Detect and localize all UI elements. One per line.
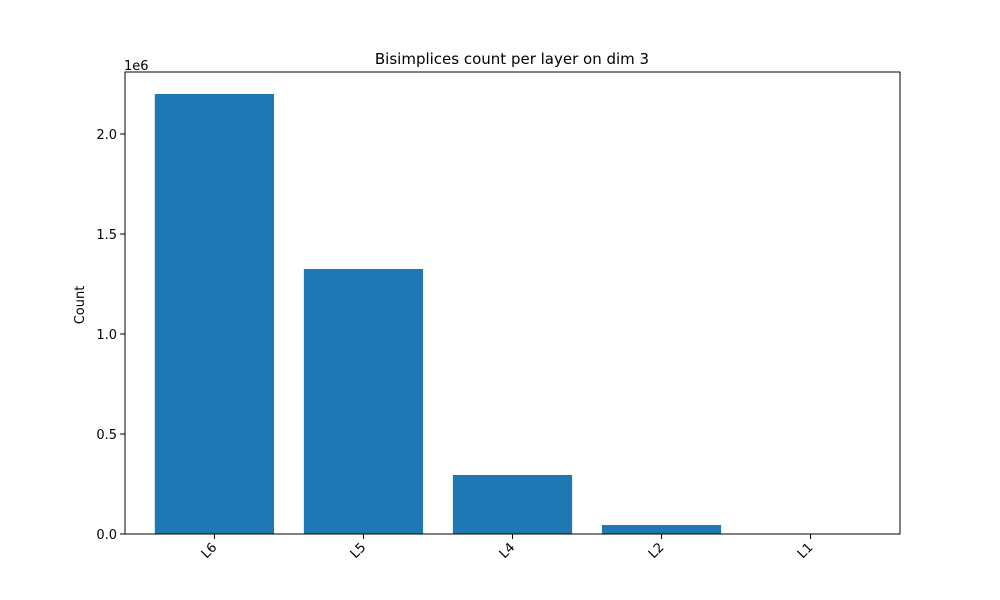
bar-l6 [154, 94, 275, 534]
bar-l5 [303, 269, 424, 534]
y-tick-label: 0.0 [96, 528, 117, 543]
y-tick-label: 2.0 [96, 128, 117, 143]
x-ticks-group: L6 L5 L4 L2 L1 [199, 534, 817, 562]
y-axis-label: Count [73, 286, 88, 325]
bar-l4 [452, 475, 573, 534]
y-tick-label: 1.0 [96, 328, 117, 343]
y-ticks-group: 0.0 0.5 1.0 1.5 2.0 [96, 128, 125, 543]
x-tick-label-l5: L5 [348, 540, 370, 562]
y-offset-label: 1e6 [124, 59, 149, 74]
x-tick-label-l1: L1 [795, 540, 817, 562]
y-tick-label: 0.5 [96, 428, 117, 443]
bar-l2 [601, 525, 722, 534]
x-tick-label-l4: L4 [497, 540, 519, 562]
y-tick-label: 1.5 [96, 228, 117, 243]
bars-group [154, 94, 722, 534]
x-tick-label-l2: L2 [646, 540, 668, 562]
chart-title: Bisimplices count per layer on dim 3 [375, 50, 649, 68]
x-tick-label-l6: L6 [199, 540, 221, 562]
plot-frame [124, 71, 901, 535]
